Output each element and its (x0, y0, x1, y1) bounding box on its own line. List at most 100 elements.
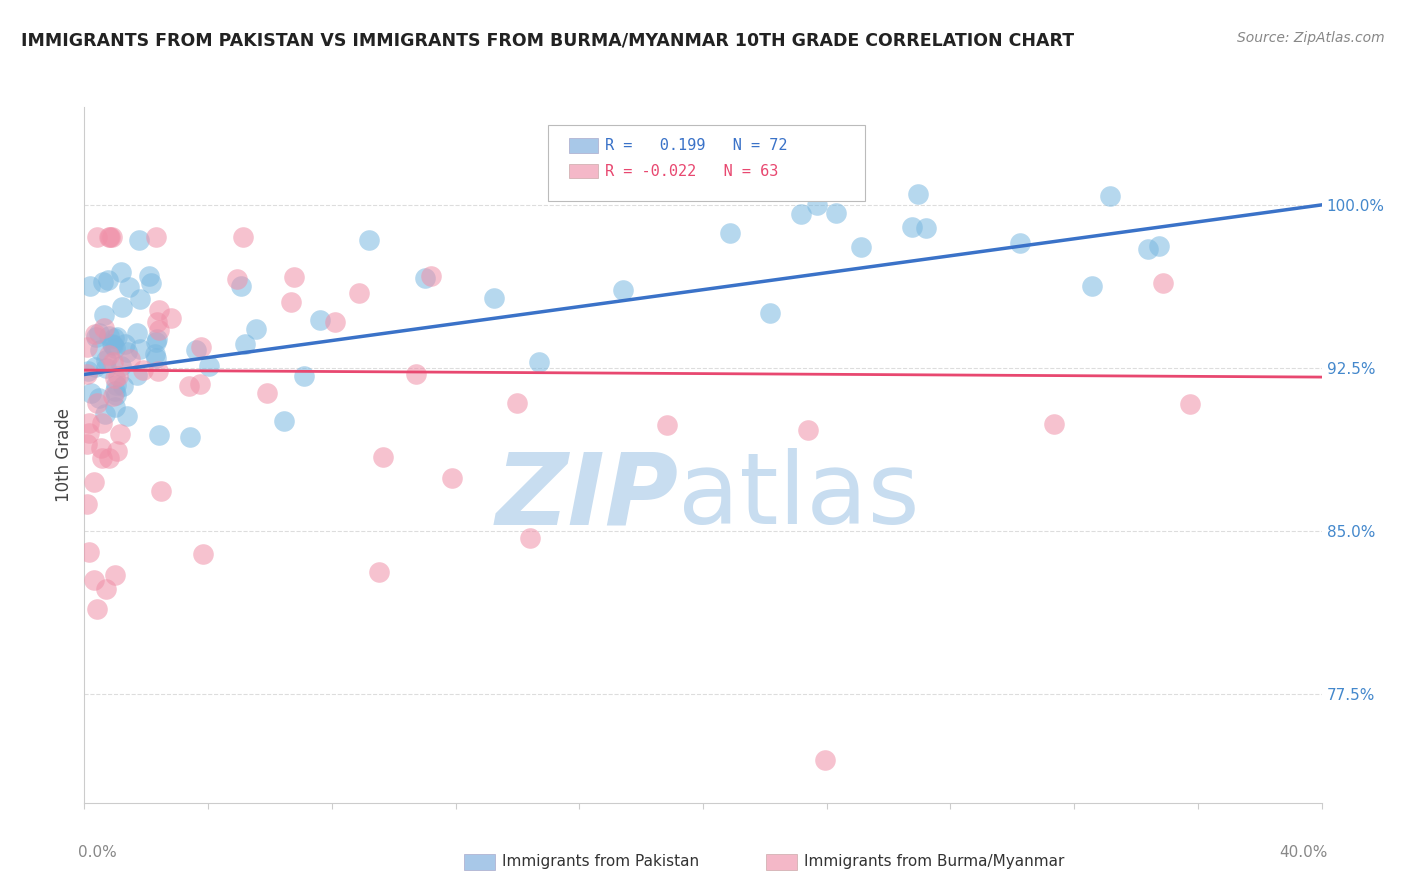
Point (146, 315, 169, 329)
Point (114, 336, 136, 351)
Point (527, 355, 550, 369)
Point (118, 280, 141, 294)
Point (283, 270, 305, 285)
Point (76, 498, 98, 512)
Point (280, 294, 302, 309)
Point (115, 345, 138, 359)
Point (612, 283, 634, 297)
Y-axis label: 10th Grade: 10th Grade (55, 408, 73, 502)
Text: 40.0%: 40.0% (1279, 845, 1327, 860)
Point (143, 346, 166, 360)
Text: R =   0.199   N = 72: R = 0.199 N = 72 (605, 138, 787, 153)
Point (191, 547, 214, 561)
Point (148, 303, 170, 318)
Point (107, 368, 129, 383)
Point (1010, 236, 1032, 251)
Point (790, 207, 813, 221)
Point (91, 275, 114, 289)
Point (1137, 243, 1160, 257)
Point (97, 451, 120, 466)
Point (256, 386, 278, 401)
Point (146, 364, 169, 378)
Point (105, 388, 128, 402)
Point (145, 230, 167, 244)
Point (145, 351, 167, 366)
Point (104, 567, 127, 582)
Point (125, 368, 148, 383)
Point (105, 330, 128, 344)
Point (129, 293, 152, 307)
Point (104, 341, 127, 355)
Point (76, 339, 98, 353)
Point (655, 418, 678, 433)
Point (98, 328, 121, 343)
Point (160, 311, 183, 326)
Point (101, 338, 124, 352)
Point (139, 276, 162, 290)
Point (907, 187, 929, 202)
Text: Immigrants from Pakistan: Immigrants from Pakistan (502, 855, 699, 869)
Point (98, 230, 121, 244)
Point (77, 416, 100, 430)
Point (110, 265, 132, 279)
Point (93, 321, 115, 335)
Point (98, 230, 121, 244)
Point (149, 484, 172, 499)
Point (1180, 397, 1202, 411)
Point (115, 409, 138, 423)
Text: Immigrants from Burma/Myanmar: Immigrants from Burma/Myanmar (804, 855, 1064, 869)
Point (759, 305, 782, 319)
Point (110, 359, 132, 373)
Point (148, 428, 170, 442)
Point (77, 426, 100, 441)
Point (413, 271, 436, 285)
Point (89, 343, 111, 358)
Point (104, 400, 127, 414)
Point (484, 292, 506, 306)
Point (814, 753, 837, 767)
Point (357, 233, 380, 247)
Point (128, 233, 150, 247)
Point (1152, 276, 1174, 290)
Point (104, 371, 127, 385)
Point (419, 268, 441, 283)
Point (76, 437, 98, 451)
Point (104, 378, 127, 392)
Text: R = -0.022   N = 63: R = -0.022 N = 63 (605, 164, 778, 178)
Point (145, 334, 167, 349)
Point (90, 441, 112, 455)
Point (292, 369, 315, 384)
Text: IMMIGRANTS FROM PAKISTAN VS IMMIGRANTS FROM BURMA/MYANMAR 10TH GRADE CORRELATION: IMMIGRANTS FROM PAKISTAN VS IMMIGRANTS F… (21, 31, 1074, 49)
Point (127, 326, 149, 341)
Point (190, 340, 212, 354)
Point (111, 300, 134, 314)
Point (179, 430, 201, 444)
Point (1043, 417, 1066, 431)
Point (84, 330, 107, 344)
Point (118, 351, 141, 366)
Point (83, 475, 105, 490)
Point (323, 315, 346, 329)
Point (84, 327, 107, 342)
Point (1099, 189, 1122, 203)
Point (94, 407, 117, 421)
Point (83, 574, 105, 588)
Point (91, 451, 114, 466)
Point (94, 353, 117, 368)
Point (79, 279, 101, 293)
Text: ZIP: ZIP (495, 448, 678, 545)
Point (901, 220, 924, 235)
Point (148, 323, 170, 337)
Point (405, 368, 427, 382)
Point (105, 443, 128, 458)
Point (103, 331, 125, 345)
Point (367, 565, 389, 579)
Point (77, 544, 100, 558)
Point (80, 386, 103, 401)
Point (273, 414, 295, 428)
Point (104, 384, 127, 399)
Point (101, 355, 124, 369)
Point (1081, 279, 1104, 293)
Point (112, 378, 135, 392)
Text: 0.0%: 0.0% (79, 845, 117, 860)
